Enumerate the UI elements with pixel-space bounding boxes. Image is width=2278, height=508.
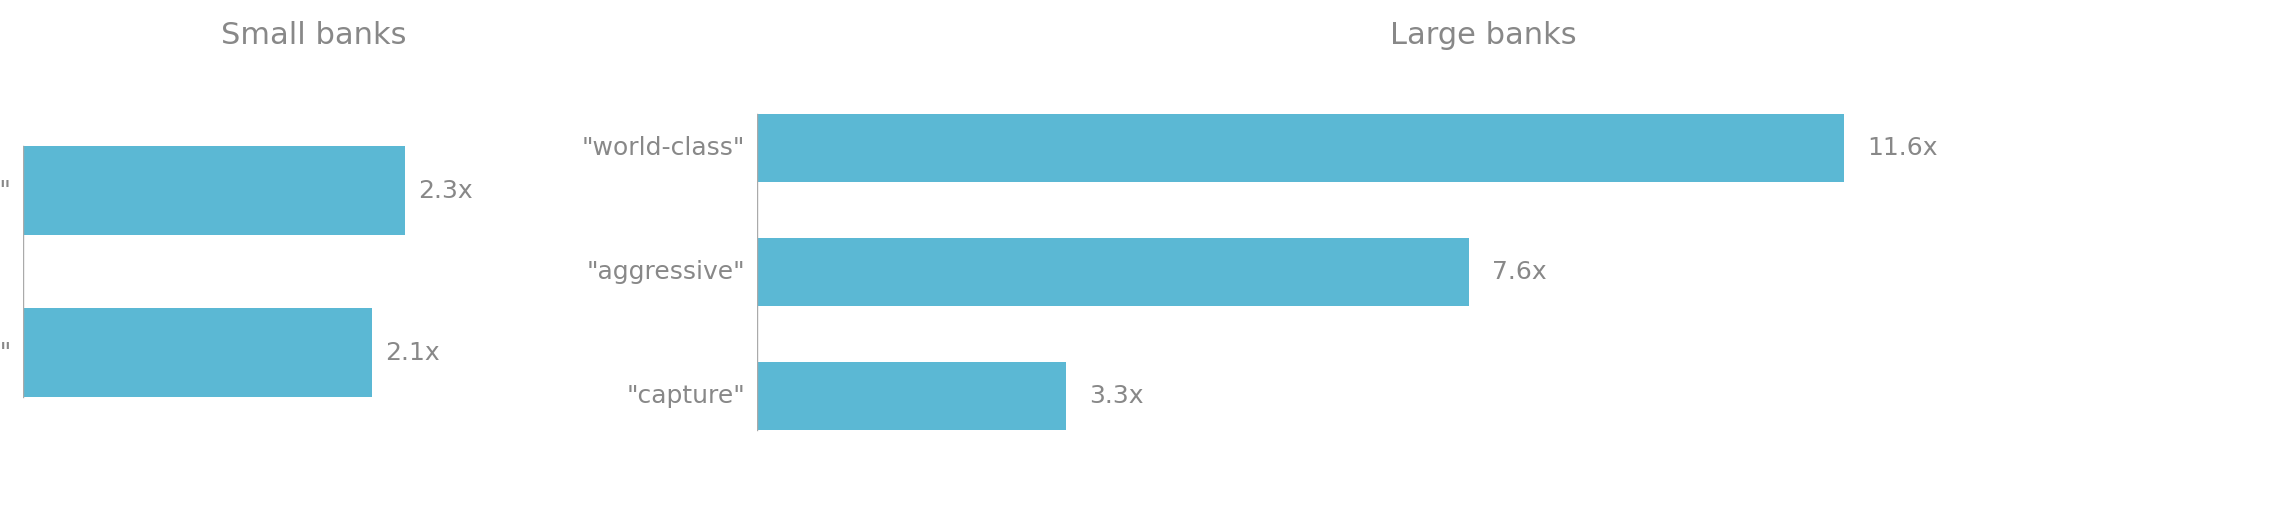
Text: 2.3x: 2.3x	[419, 179, 472, 203]
Text: "aggressive": "aggressive"	[588, 260, 745, 284]
Text: 2.1x: 2.1x	[385, 341, 440, 365]
Bar	[756, 114, 1845, 182]
Text: "determine": "determine"	[0, 179, 11, 203]
Text: "world-class": "world-class"	[583, 136, 745, 160]
Text: "competitive": "competitive"	[0, 341, 11, 365]
Title: Small banks: Small banks	[221, 21, 405, 50]
Bar	[756, 238, 1469, 306]
Bar	[23, 146, 405, 235]
Text: 11.6x: 11.6x	[1868, 136, 1939, 160]
Text: 7.6x: 7.6x	[1492, 260, 1547, 284]
Title: Large banks: Large banks	[1390, 21, 1576, 50]
Bar	[23, 308, 371, 397]
Text: "capture": "capture"	[626, 384, 745, 408]
Text: 3.3x: 3.3x	[1089, 384, 1144, 408]
Bar	[756, 362, 1066, 430]
